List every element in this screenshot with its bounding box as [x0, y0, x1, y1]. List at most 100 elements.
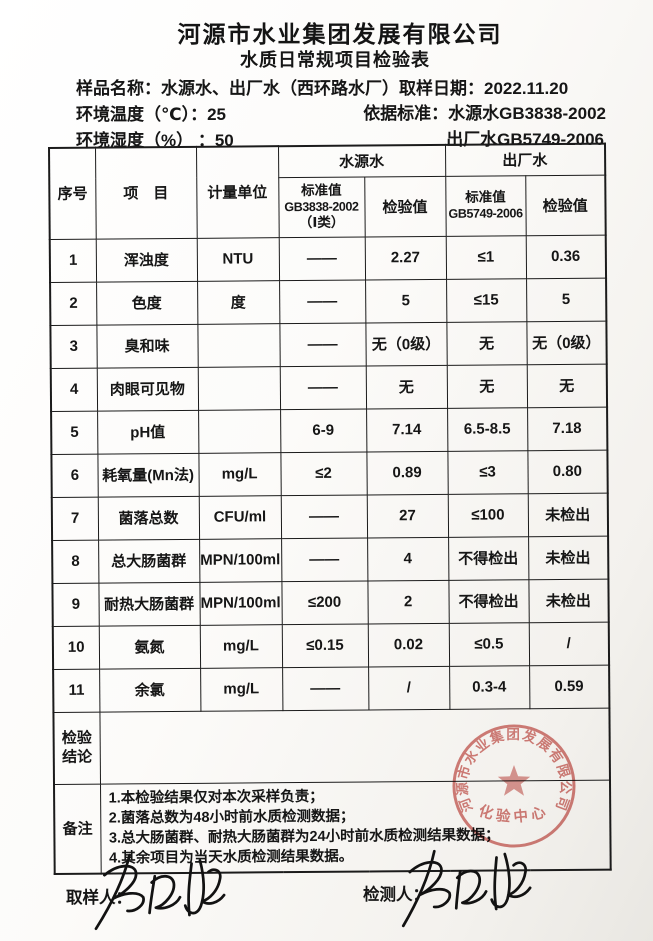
- table-row: 4 肉眼可见物 —— 无 无 无: [50, 363, 608, 411]
- unit-cell: 度: [197, 280, 280, 324]
- tap-value-cell: 7.18: [527, 406, 608, 451]
- header-tap-water-group: 出厂水: [445, 143, 606, 176]
- tap-value-cell: 0.36: [525, 234, 607, 279]
- unit-cell: [197, 323, 280, 367]
- tap-standard-cell: 6.5-8.5: [447, 407, 528, 451]
- header-unit: 计量单位: [196, 146, 279, 238]
- unit-cell: [197, 366, 281, 410]
- header-source-value: 检验值: [364, 175, 446, 237]
- source-value-cell: 0.02: [367, 622, 450, 667]
- header-no: 序号: [49, 147, 96, 239]
- header-item: 项 目: [95, 146, 197, 239]
- item-cell: 耐热大肠菌群: [98, 581, 200, 626]
- tap-value-cell: 未检出: [527, 492, 609, 537]
- source-value-cell: 0.89: [366, 450, 448, 495]
- unit-cell: CFU/ml: [198, 495, 282, 539]
- item-cell: 色度: [96, 280, 198, 325]
- unit-cell: mg/L: [198, 452, 281, 496]
- conclusion-label-cell: 检验 结论: [53, 711, 101, 784]
- table-row: 11 余氯 mg/L —— / 0.3-4 0.59: [53, 664, 610, 712]
- seq-cell: 3: [50, 324, 97, 368]
- standard-reference-source: 依据标准：水源水GB3838-2002: [363, 104, 606, 123]
- tap-standard-cell: 不得检出: [448, 579, 529, 623]
- source-value-cell: 无（0级）: [365, 321, 447, 366]
- inspection-table: 序号 项 目 计量单位 水源水 出厂水 标准值 GB3838-2002 （Ⅰ类）…: [48, 142, 612, 875]
- seq-cell: 7: [51, 496, 99, 540]
- remark-row: 备注 1.本检验结果仅对本次采样负责； 2.菌落总数为48小时前水质检测数据； …: [54, 779, 611, 874]
- tap-value-cell: 未检出: [528, 535, 609, 580]
- table-row: 6 耗氧量(Mn法) mg/L ≤2 0.89 ≤3 0.80: [51, 449, 608, 497]
- table-row: 10 氨氮 mg/L ≤0.15 0.02 ≤0.5 /: [52, 621, 610, 669]
- tap-standard-label: 标准值: [465, 189, 506, 205]
- source-standard-cell: ——: [279, 279, 366, 324]
- tap-value-cell: 5: [526, 277, 607, 322]
- source-standard-cell: ——: [280, 494, 368, 539]
- item-cell: 菌落总数: [97, 495, 200, 540]
- conclusion-row: 检验 结论: [53, 707, 611, 784]
- seq-cell: 4: [50, 367, 98, 411]
- remark-content-cell: 1.本检验结果仅对本次采样负责； 2.菌落总数为48小时前水质检测数据； 3.总…: [100, 779, 611, 874]
- source-value-cell: 2: [367, 579, 449, 624]
- company-title: 河源市水业集团发展有限公司: [177, 21, 503, 47]
- tap-standard-cell: ≤15: [446, 278, 527, 322]
- source-standard-label: 标准值: [301, 182, 342, 199]
- standard-reference-tap: 出厂水GB5749-2006: [446, 130, 604, 149]
- source-standard-class: （Ⅰ类）: [298, 214, 345, 231]
- seq-cell: 11: [53, 668, 100, 712]
- source-value-cell: 7.14: [366, 407, 448, 452]
- conclusion-label-line1: 检验: [61, 729, 92, 747]
- unit-cell: MPN/100ml: [199, 581, 282, 625]
- tap-value-cell: /: [528, 621, 610, 666]
- source-standard-cell: ≤2: [280, 451, 367, 496]
- sample-name-text: 样品名称：水源水、出厂水（西环路水厂）: [76, 79, 399, 98]
- source-standard-cell: ——: [282, 666, 369, 711]
- tap-standard-code: GB5749-2006: [448, 206, 523, 221]
- header-tap-standard: 标准值 GB5749-2006: [445, 175, 526, 236]
- table-row: 5 pH值 6-9 7.14 6.5-8.5 7.18: [51, 406, 608, 454]
- table-row: 3 臭和味 —— 无（0级） 无 无（0级）: [50, 320, 607, 368]
- seq-cell: 1: [49, 238, 97, 282]
- source-standard-cell: ——: [279, 322, 366, 367]
- tap-standard-cell: ≤1: [445, 235, 527, 279]
- tap-value-cell: 0.59: [529, 664, 610, 709]
- item-cell: 臭和味: [96, 323, 198, 368]
- conclusion-label-line2: 结论: [61, 748, 93, 766]
- unit-cell: [198, 409, 281, 453]
- sampler-label: 取样人：: [66, 889, 132, 907]
- remark-line-4: 4.其余项目为当天水质检测结果数据。: [109, 848, 354, 867]
- source-value-cell: 5: [365, 278, 447, 323]
- tap-standard-cell: ≤3: [447, 450, 528, 494]
- sample-info-line: 样品名称：水源水、出厂水（西环路水厂）取样日期：2022.11.20: [76, 74, 568, 99]
- unit-cell: MPN/100ml: [199, 538, 282, 582]
- source-standard-cell: ——: [281, 537, 368, 582]
- table-row: 1 浑浊度 NTU —— 2.27 ≤1 0.36: [49, 234, 607, 282]
- remark-label-cell: 备注: [54, 783, 101, 874]
- unit-cell: NTU: [196, 237, 280, 281]
- conclusion-content-cell: [99, 707, 611, 784]
- item-cell: 余氯: [99, 667, 201, 712]
- tester-label: 检测人：: [363, 886, 429, 904]
- tap-value-cell: 无: [526, 363, 608, 408]
- source-standard-cell: 6-9: [280, 408, 367, 453]
- tap-standard-cell: ≤100: [447, 493, 529, 537]
- source-value-cell: 2.27: [364, 235, 447, 280]
- seq-cell: 5: [51, 410, 98, 454]
- tap-standard-cell: ≤0.5: [448, 622, 530, 666]
- source-standard-code: GB3838-2002: [284, 199, 359, 215]
- unit-cell: mg/L: [199, 624, 283, 668]
- source-standard-cell: ≤0.15: [281, 623, 369, 668]
- item-cell: 总大肠菌群: [98, 538, 200, 583]
- item-cell: 耗氧量(Mn法): [97, 452, 199, 497]
- source-value-cell: 27: [366, 493, 449, 538]
- inspection-table-wrap: 序号 项 目 计量单位 水源水 出厂水 标准值 GB3838-2002 （Ⅰ类）…: [48, 142, 612, 875]
- header-source-standard: 标准值 GB3838-2002 （Ⅰ类）: [278, 176, 365, 238]
- source-standard-cell: ≤200: [281, 580, 368, 625]
- header-source-water-group: 水源水: [278, 144, 446, 178]
- tap-value-cell: 0.80: [527, 449, 608, 494]
- table-row: 9 耐热大肠菌群 MPN/100ml ≤200 2 不得检出 未检出: [52, 578, 609, 626]
- source-standard-cell: ——: [279, 365, 367, 410]
- header-group-row: 序号 项 目 计量单位 水源水 出厂水: [49, 143, 606, 239]
- unit-cell: mg/L: [200, 667, 283, 711]
- table-row: 7 菌落总数 CFU/ml —— 27 ≤100 未检出: [51, 492, 609, 540]
